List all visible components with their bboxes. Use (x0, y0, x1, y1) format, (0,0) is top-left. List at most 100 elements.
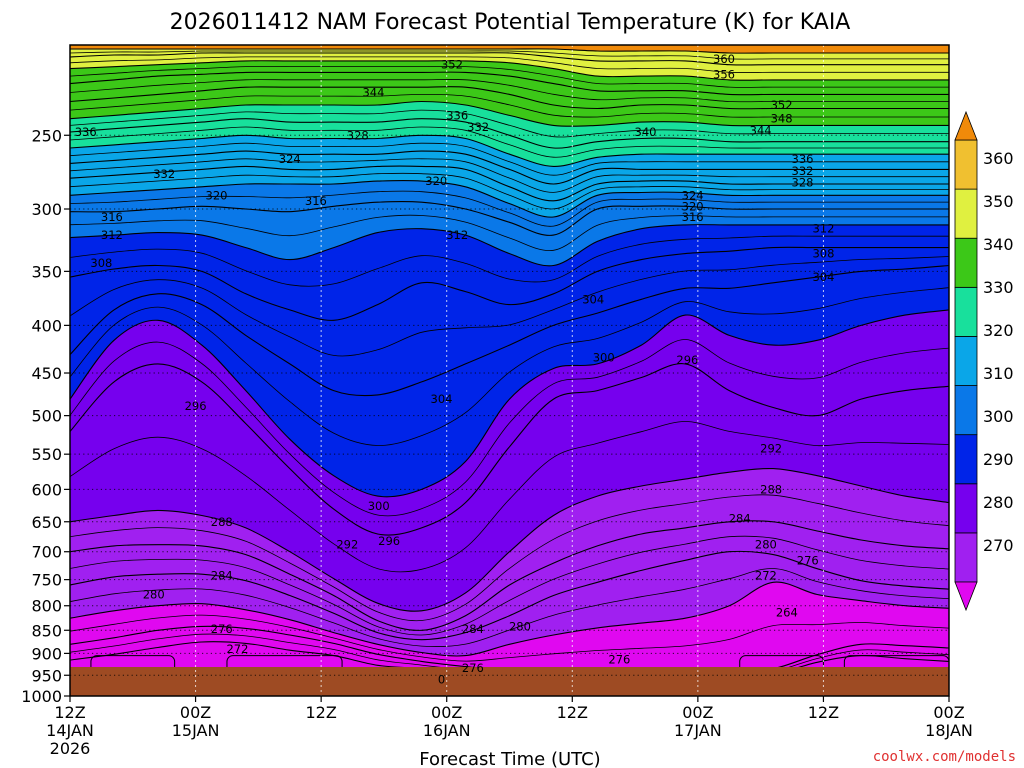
contour-label: 284 (729, 512, 751, 526)
contour-label: 284 (211, 568, 233, 582)
contour-label: 320 (425, 174, 447, 188)
x-tick-label: 14JAN (46, 721, 94, 740)
contour-label: 0 (438, 672, 445, 686)
isentrope-330 (70, 142, 949, 176)
x-tick-label: 12Z (305, 703, 336, 722)
x-tick-label: 16JAN (423, 721, 471, 740)
colorbar-swatch (954, 336, 978, 386)
isentrope-332 (70, 134, 949, 167)
contour-label: 296 (378, 534, 400, 548)
contour-label: 348 (771, 112, 793, 126)
colorbar-swatch (954, 532, 978, 583)
x-tick-label: 12Z (808, 703, 839, 722)
contour-label: 328 (792, 176, 814, 190)
x-tick-label: 00Z (682, 703, 713, 722)
contour-label: 328 (347, 128, 369, 142)
colorbar-label: 280 (983, 493, 1014, 512)
y-tick-label: 700 (31, 543, 62, 562)
isentrope-316 (70, 200, 949, 236)
isentrope-292 (70, 467, 949, 612)
isentrope-356 (70, 52, 949, 66)
colorbar-label: 340 (983, 235, 1014, 254)
isentrope-322 (70, 172, 949, 210)
contour-label: 332 (467, 120, 489, 134)
contour-label: 308 (812, 247, 834, 261)
contour-label: 308 (90, 256, 112, 270)
isentrope-340 (70, 100, 949, 127)
isentrope-310 (70, 235, 949, 287)
colorbar-label: 360 (983, 149, 1014, 168)
isentrope-298 (70, 339, 949, 517)
contour-label: 344 (362, 86, 384, 100)
isentrope-312 (70, 224, 949, 267)
x-tick-label: 2026 (50, 739, 91, 758)
contour-label: 320 (206, 188, 228, 202)
contour-label: 288 (211, 515, 233, 529)
contour-label: 312 (446, 228, 468, 242)
x-tick-label: 00Z (180, 703, 211, 722)
isentrope-352 (70, 60, 949, 81)
isentrope-354 (70, 56, 949, 73)
isentrope-302 (70, 287, 949, 446)
contour-label: 276 (211, 622, 233, 636)
ground-strip (70, 667, 949, 696)
isentrope-318 (70, 190, 949, 227)
y-tick-label: 500 (31, 407, 62, 426)
x-tick-label: 00Z (431, 703, 462, 722)
x-tick-label: 17JAN (674, 721, 722, 740)
colorbar-label: 270 (983, 536, 1014, 555)
colorbar-swatch (954, 286, 978, 337)
contour-label: 332 (792, 164, 814, 178)
isentrope-336 (70, 118, 949, 149)
contour-label: 332 (153, 167, 175, 181)
contour-label: 284 (462, 622, 484, 636)
contour-label: 276 (797, 553, 819, 567)
y-tick-label: 550 (31, 445, 62, 464)
y-tick-label: 650 (31, 513, 62, 532)
contour-label: 316 (305, 194, 327, 208)
contour-label: 324 (682, 188, 704, 202)
contour-label: 320 (682, 199, 704, 213)
isentrope-280 (70, 581, 949, 657)
contour-label: 316 (682, 210, 704, 224)
isentrope-328 (70, 150, 949, 185)
colorbar-label: 310 (983, 364, 1014, 383)
isentrope-320 (70, 179, 949, 218)
colorbar-label: 290 (983, 450, 1014, 469)
contour-label: 304 (812, 270, 834, 284)
isentrope-278 (70, 614, 949, 662)
x-tick-label: 12Z (54, 703, 85, 722)
pressure-axis: 1000 950 900 850 800 750 700 650 600 550 500 450 400… (21, 126, 70, 706)
isentrope-290 (70, 494, 949, 622)
contour-label: 300 (368, 499, 390, 513)
isentrope-346 (70, 79, 949, 103)
isentrope-350 (70, 65, 949, 88)
colorbar-max-arrow (954, 110, 978, 141)
contour-label: 272 (755, 568, 777, 582)
contour-label: 300 (593, 350, 615, 364)
contour-label: 344 (750, 123, 772, 137)
colorbar-label: 300 (983, 407, 1014, 426)
contour-label: 312 (101, 228, 123, 242)
contour-label: 288 (760, 482, 782, 496)
contour-label: 360 (713, 52, 735, 66)
y-tick-label: 750 (31, 571, 62, 590)
y-tick-label: 850 (31, 621, 62, 640)
contour-label: 304 (582, 292, 604, 306)
y-tick-label: 600 (31, 480, 62, 499)
y-tick-label: 450 (31, 364, 62, 383)
colorbar-label: 330 (983, 278, 1014, 297)
y-tick-label: 300 (31, 200, 62, 219)
isentrope-360 (70, 48, 949, 54)
contour-label: 316 (101, 210, 123, 224)
credit-text: coolwx.com/models (873, 749, 1016, 765)
contour-label: 280 (755, 538, 777, 552)
isentrope-326 (70, 158, 949, 193)
isentrope-284 (70, 550, 949, 641)
colorbar-swatch (954, 483, 978, 534)
contour-label: 352 (441, 58, 463, 72)
plot-frame (69, 44, 950, 697)
